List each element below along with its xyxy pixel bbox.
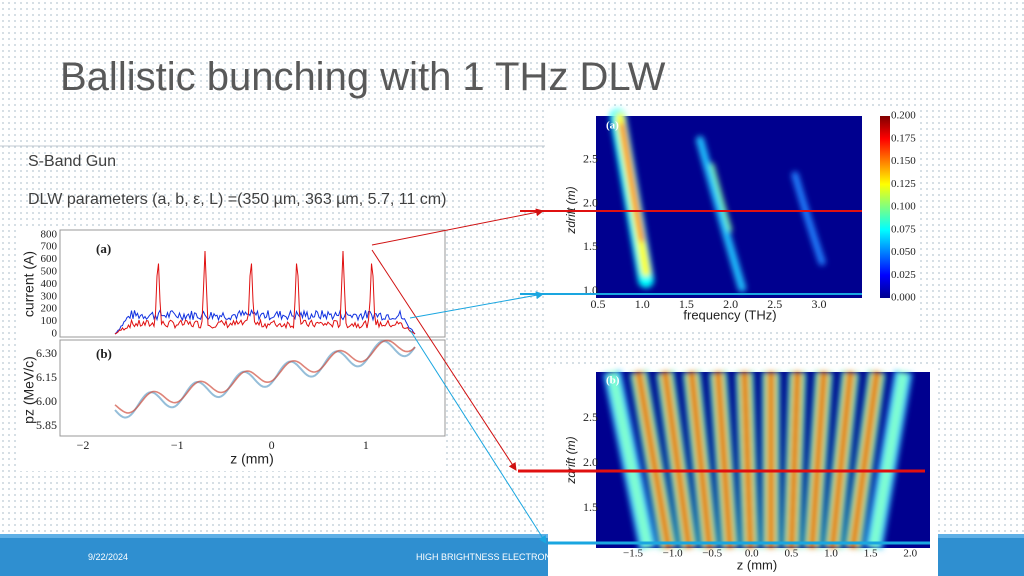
tick-label: 1.5 <box>679 297 694 311</box>
tick-label: 2.0 <box>583 195 598 209</box>
phase-trace <box>114 340 416 419</box>
tick-label: 400 <box>41 278 58 290</box>
tick-label: 6.15 <box>36 370 57 384</box>
tick-label: 0.000 <box>891 292 916 304</box>
plot-area <box>59 229 446 338</box>
tick-label: 0.0 <box>745 548 759 560</box>
tick-label: 1.5 <box>583 500 598 514</box>
tick-label: 2.0 <box>723 297 738 311</box>
footer-text: HIGH BRIGHTNESS ELECTRON BEA <box>416 552 572 562</box>
current-trace <box>114 308 416 335</box>
heat-stripe <box>791 171 826 266</box>
tick-label: 0.5 <box>785 548 799 560</box>
tick-label: 0.5 <box>591 297 606 311</box>
heat-stripe <box>851 371 879 549</box>
heatmap-features <box>603 370 913 550</box>
axis-label: frequency (THz) <box>683 307 776 322</box>
current-trace <box>114 250 416 335</box>
axis-label: z (mm) <box>737 557 777 572</box>
tick-label: 2.0 <box>903 548 917 560</box>
tick-label: 0 <box>52 328 58 340</box>
heat-stripe <box>636 371 671 549</box>
tick-label: 5.85 <box>36 418 57 432</box>
tick-label: 0.100 <box>891 201 916 213</box>
tick-label: 3.0 <box>812 297 827 311</box>
tick-label: 0.075 <box>891 223 916 235</box>
footer-date: 9/22/2024 <box>88 552 128 562</box>
arrow <box>409 329 547 544</box>
heat-stripe <box>830 371 853 549</box>
tick-label: 500 <box>41 266 58 278</box>
heat-stripe <box>789 371 800 549</box>
bullet: DLW parameters (a, b, ε, L) =(350 µm, 36… <box>28 191 446 208</box>
panel-label: (a) <box>96 241 111 256</box>
tick-label: 200 <box>41 303 58 315</box>
heat-stripe <box>716 371 732 549</box>
tick-label: −1.0 <box>663 548 683 560</box>
tick-label: 300 <box>41 290 58 302</box>
tick-label: 6.00 <box>36 394 57 408</box>
tick-label: 1.5 <box>583 239 598 253</box>
axis-label: pz (MeV/c) <box>21 356 37 424</box>
tick-label: 1.5 <box>864 548 878 560</box>
tick-label: 600 <box>41 253 58 265</box>
phase-trace <box>114 339 416 414</box>
heatmap-features <box>610 109 826 292</box>
heat-stripe <box>868 371 909 549</box>
tick-label: 800 <box>41 228 58 240</box>
tick-label: 2.5 <box>583 410 598 424</box>
tick-label: 100 <box>41 315 58 327</box>
tick-label: 700 <box>41 241 58 253</box>
tick-label: 0.025 <box>891 269 916 281</box>
tick-label: 0.150 <box>891 155 916 167</box>
plot-area <box>59 339 446 437</box>
colorbar <box>880 116 890 298</box>
tick-label: 6.30 <box>36 346 57 360</box>
tick-label: 0.125 <box>891 178 916 190</box>
heat-stripe <box>710 163 732 232</box>
arrow <box>371 208 544 246</box>
bullet: S-Band Gun <box>28 153 116 170</box>
axis-label: z (mm) <box>230 451 274 467</box>
tick-label: −0.5 <box>702 548 722 560</box>
tick-label: 0.050 <box>891 246 916 258</box>
tick-label: 2.5 <box>583 152 598 166</box>
figure-frame <box>20 229 445 471</box>
tick-label: 1 <box>363 438 369 452</box>
heat-stripe <box>663 371 691 549</box>
panel-label: (a) <box>606 120 619 132</box>
tick-label: 0 <box>269 438 275 452</box>
tick-label: 0.175 <box>891 132 916 144</box>
axis-label: zdrift (m) <box>564 436 578 484</box>
tick-label: 1.0 <box>635 297 650 311</box>
panel-label: (b) <box>96 346 112 361</box>
panel-label: (b) <box>606 375 620 387</box>
heat-stripe <box>607 370 653 550</box>
tick-label: −2 <box>77 438 90 452</box>
tick-label: 0.200 <box>891 110 916 122</box>
tick-label: −1.5 <box>623 548 643 560</box>
heat-stripe <box>810 371 826 549</box>
heat-stripe <box>620 123 644 242</box>
axis-label: current (A) <box>21 251 37 317</box>
heat-stripe <box>696 136 746 292</box>
tick-label: 2.0 <box>583 455 598 469</box>
arrow <box>371 249 517 471</box>
tick-label: −1 <box>171 438 184 452</box>
heat-stripe <box>689 371 712 549</box>
slide-title: Ballistic bunching with 1 THz DLW <box>60 55 666 99</box>
tick-label: 1.0 <box>824 548 838 560</box>
heat-stripe <box>742 371 753 549</box>
footer-band-edge <box>0 534 1024 538</box>
tick-label: 2.5 <box>767 297 782 311</box>
arrow <box>409 291 544 319</box>
